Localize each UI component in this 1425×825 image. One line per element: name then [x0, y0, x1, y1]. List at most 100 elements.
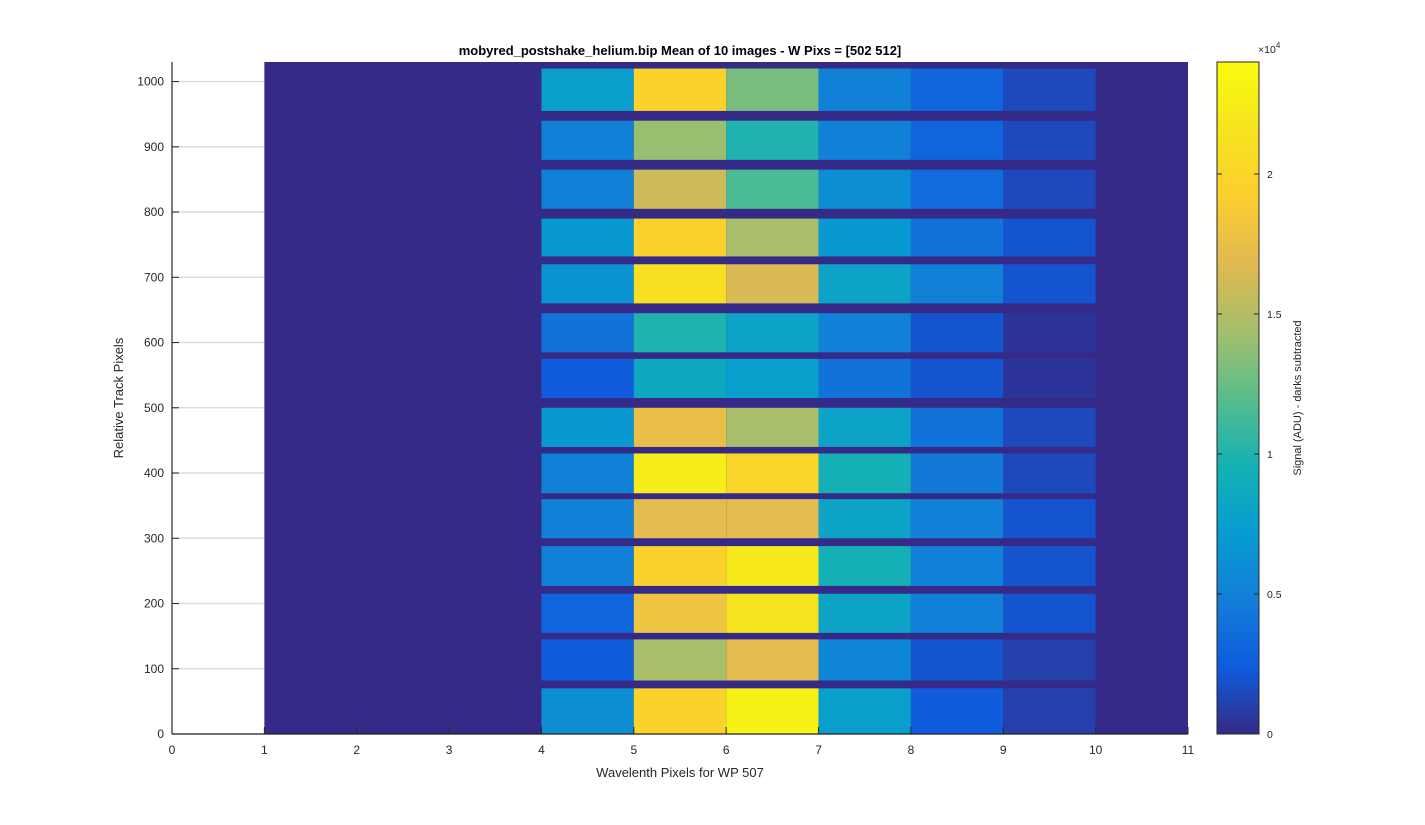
y-tick-label: 200: [144, 597, 164, 611]
heatmap-cell: [726, 688, 819, 734]
heatmap-cell: [818, 264, 911, 304]
heatmap-cell: [910, 688, 1004, 734]
heatmap-cell: [633, 358, 727, 398]
x-tick-label: 4: [538, 743, 545, 757]
heatmap-cell: [726, 499, 819, 539]
heatmap-image: [264, 62, 1188, 734]
heatmap-cell: [1003, 688, 1096, 734]
heatmap-cell: [818, 407, 911, 447]
colorbar-tick-label: 2: [1267, 169, 1273, 181]
heatmap-cell: [818, 639, 911, 681]
heatmap-cell: [910, 453, 1004, 494]
heatmap-cell: [633, 218, 727, 257]
heatmap-cell: [910, 169, 1004, 209]
x-tick-label: 10: [1089, 743, 1103, 757]
heatmap-cell: [910, 593, 1004, 633]
heatmap-cell: [818, 313, 911, 353]
heatmap-cell: [1003, 120, 1096, 160]
heatmap-cell: [541, 499, 634, 539]
x-tick-label: 1: [261, 743, 268, 757]
heatmap-cell: [541, 68, 634, 111]
heatmap-cell: [541, 546, 634, 586]
heatmap-cell: [1003, 313, 1096, 353]
heatmap-cell: [633, 120, 727, 160]
x-axis-label: Wavelenth Pixels for WP 507: [596, 765, 764, 780]
heatmap-cell: [910, 264, 1004, 304]
heatmap-cell: [541, 169, 634, 209]
heatmap-cell: [541, 264, 634, 304]
x-ticks: 0 1 2 3 4 5 6 7 8 9 10 11: [169, 727, 1195, 757]
heatmap-cell: [1003, 499, 1096, 539]
colorbar-tick-label: 1: [1267, 449, 1273, 461]
heatmap-cell: [633, 407, 727, 447]
heatmap-cell: [910, 68, 1004, 111]
heatmap-cell: [541, 358, 634, 398]
heatmap-cell: [1003, 639, 1096, 681]
heatmap-cell: [910, 313, 1004, 353]
heatmap-cell: [633, 313, 727, 353]
heatmap-cell: [1003, 593, 1096, 633]
x-tick-label: 3: [446, 743, 453, 757]
x-tick-label: 7: [815, 743, 822, 757]
heatmap-cell: [818, 68, 911, 111]
colorbar-gradient: [1216, 61, 1260, 735]
colorbar-tick-label: 0.5: [1267, 589, 1282, 601]
x-tick-label: 6: [723, 743, 730, 757]
x-tick-label: 8: [908, 743, 915, 757]
y-tick-label: 0: [157, 727, 164, 741]
heatmap-cell: [726, 68, 819, 111]
heatmap-cell: [726, 358, 819, 398]
heatmap-cell: [910, 120, 1004, 160]
y-tick-label: 800: [144, 205, 164, 219]
y-tick-label: 500: [144, 401, 164, 415]
heatmap-cell: [541, 218, 634, 257]
heatmap-cell: [633, 169, 727, 209]
y-tick-label: 600: [144, 336, 164, 350]
y-tick-label: 1000: [137, 75, 164, 89]
heatmap-cell: [818, 218, 911, 257]
x-tick-label: 9: [1000, 743, 1007, 757]
plot-area: 0 1 2 3 4 5 6 7 8 9 10 11 0 100 200 300 400 500 600 700 800…: [137, 62, 1195, 757]
heatmap-cell: [1003, 358, 1096, 398]
y-axis-label: Relative Track Pixels: [111, 337, 126, 458]
heatmap-cell: [910, 639, 1004, 681]
heatmap-cell: [726, 120, 819, 160]
heatmap-cell: [541, 407, 634, 447]
heatmap-cell: [726, 407, 819, 447]
heatmap-cell: [818, 593, 911, 633]
heatmap-cell: [818, 688, 911, 734]
heatmap-cell: [1003, 218, 1096, 257]
heatmap-cell: [633, 264, 727, 304]
colorbar-exponent: ×104: [1258, 41, 1281, 56]
x-tick-label: 0: [169, 743, 176, 757]
heatmap-cell: [541, 593, 634, 633]
heatmap-cell: [1003, 453, 1096, 494]
x-tick-label: 11: [1182, 743, 1195, 757]
heatmap-cell: [726, 169, 819, 209]
heatmap-cell: [1003, 264, 1096, 304]
y-ticks: 0 100 200 300 400 500 600 700 800 900 1000: [137, 75, 179, 741]
heatmap-cell: [633, 593, 727, 633]
heatmap-cell: [726, 313, 819, 353]
axes: [171, 62, 1188, 735]
heatmap-cell: [541, 120, 634, 160]
heatmap-cell: [633, 68, 727, 111]
heatmap-cell: [818, 120, 911, 160]
y-tick-label: 900: [144, 140, 164, 154]
heatmap-cell: [633, 546, 727, 586]
heatmap-cell: [910, 407, 1004, 447]
heatmap-cell: [1003, 68, 1096, 111]
heatmap-cell: [541, 453, 634, 494]
heatmap-cell: [818, 453, 911, 494]
y-tick-label: 400: [144, 466, 164, 480]
heatmap-cell: [910, 358, 1004, 398]
y-tick-label: 300: [144, 531, 164, 545]
heatmap-cell: [818, 499, 911, 539]
heatmap-cell: [633, 453, 727, 494]
heatmap-cell: [541, 688, 634, 734]
heatmap-cell: [633, 499, 727, 539]
heatmap-cell: [726, 639, 819, 681]
heatmap-cell: [910, 218, 1004, 257]
heatmap-cell: [1003, 169, 1096, 209]
